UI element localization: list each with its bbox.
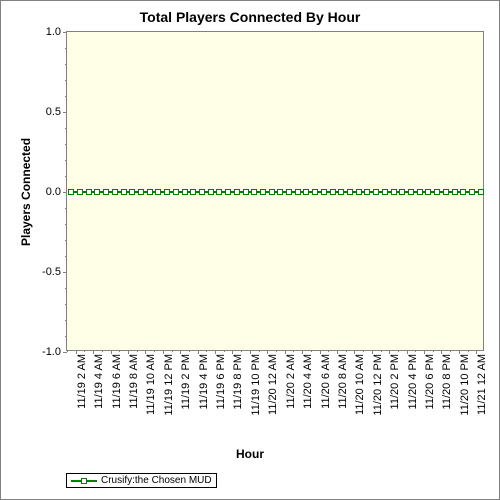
data-point-marker [173, 189, 179, 195]
data-point-marker [68, 189, 74, 195]
x-tick-label: 11/20 4 PM [407, 354, 419, 409]
data-point-marker [121, 189, 127, 195]
data-point-marker [147, 189, 153, 195]
data-point-marker [382, 189, 388, 195]
data-point-marker [199, 189, 205, 195]
data-point-marker [303, 189, 309, 195]
chart-title: Total Players Connected By Hour [1, 9, 499, 25]
data-point-marker [190, 189, 196, 195]
x-tick-label: 11/19 6 PM [215, 354, 227, 409]
data-point-marker [347, 189, 353, 195]
data-point-marker [138, 189, 144, 195]
data-point-marker [182, 189, 188, 195]
data-point-marker [269, 189, 275, 195]
data-point-marker [373, 189, 379, 195]
x-tick-label: 11/21 12 AM [476, 354, 488, 415]
data-point-marker [460, 189, 466, 195]
data-point-marker [443, 189, 449, 195]
data-point-marker [425, 189, 431, 195]
x-axis-label: Hour [1, 447, 499, 461]
x-tick-label: 11/20 6 PM [424, 354, 436, 409]
y-tick-label: 0.0 [46, 186, 61, 198]
y-tick-label: 1.0 [46, 26, 61, 38]
data-point-marker [399, 189, 405, 195]
x-tick-label: 11/20 6 AM [320, 354, 332, 409]
data-point-marker [478, 189, 484, 195]
data-point-marker [86, 189, 92, 195]
data-point-marker [243, 189, 249, 195]
data-point-marker [295, 189, 301, 195]
data-point-marker [469, 189, 475, 195]
x-tick-label: 11/20 8 AM [337, 354, 349, 409]
x-tick-label: 11/20 2 AM [285, 354, 297, 409]
data-point-marker [356, 189, 362, 195]
x-tick-label: 11/19 10 PM [250, 354, 262, 416]
y-tick-label: -0.5 [42, 266, 61, 278]
data-point-marker [77, 189, 83, 195]
data-point-marker [234, 189, 240, 195]
data-point-marker [164, 189, 170, 195]
data-point-marker [417, 189, 423, 195]
x-tick-label: 11/19 2 AM [76, 354, 88, 409]
x-tick-label: 11/20 12 AM [267, 354, 279, 415]
legend: Crusify:the Chosen MUD [66, 473, 217, 488]
legend-swatch [71, 476, 97, 486]
data-point-marker [321, 189, 327, 195]
x-tick-label: 11/20 10 PM [459, 354, 471, 416]
y-tick-label: 0.5 [46, 106, 61, 118]
y-tick-label: -1.0 [42, 346, 61, 358]
x-tick-label: 11/19 4 AM [93, 354, 105, 409]
data-point-marker [452, 189, 458, 195]
x-tick-label: 11/19 12 PM [163, 354, 175, 416]
x-tick-label: 11/19 4 PM [198, 354, 210, 409]
legend-label: Crusify:the Chosen MUD [101, 475, 212, 486]
x-tick-label: 11/19 6 AM [111, 354, 123, 409]
x-tick-label: 11/20 4 AM [302, 354, 314, 409]
data-point-marker [251, 189, 257, 195]
data-point-marker [408, 189, 414, 195]
data-point-marker [225, 189, 231, 195]
data-point-marker [330, 189, 336, 195]
x-tick-label: 11/19 8 AM [128, 354, 140, 409]
data-point-marker [216, 189, 222, 195]
x-tick-label: 11/19 2 PM [180, 354, 192, 409]
y-axis-label: Players Connected [19, 138, 33, 246]
x-tick-label: 11/20 12 PM [372, 354, 384, 416]
data-point-marker [129, 189, 135, 195]
data-point-marker [434, 189, 440, 195]
data-point-marker [103, 189, 109, 195]
data-point-marker [312, 189, 318, 195]
data-point-marker [260, 189, 266, 195]
chart-container: Total Players Connected By Hour Players … [0, 0, 500, 500]
data-point-marker [94, 189, 100, 195]
data-point-marker [391, 189, 397, 195]
data-point-marker [208, 189, 214, 195]
x-tick-label: 11/19 10 AM [145, 354, 157, 415]
data-point-marker [112, 189, 118, 195]
x-tick-label: 11/20 2 PM [389, 354, 401, 409]
x-tick-label: 11/20 8 PM [441, 354, 453, 409]
x-tick-label: 11/20 10 AM [354, 354, 366, 415]
data-point-marker [364, 189, 370, 195]
data-point-marker [277, 189, 283, 195]
data-point-marker [286, 189, 292, 195]
data-point-marker [155, 189, 161, 195]
data-point-marker [338, 189, 344, 195]
plot-area: -1.0-0.50.00.51.011/19 2 AM11/19 4 AM11/… [66, 31, 484, 351]
x-tick-label: 11/19 8 PM [232, 354, 244, 409]
